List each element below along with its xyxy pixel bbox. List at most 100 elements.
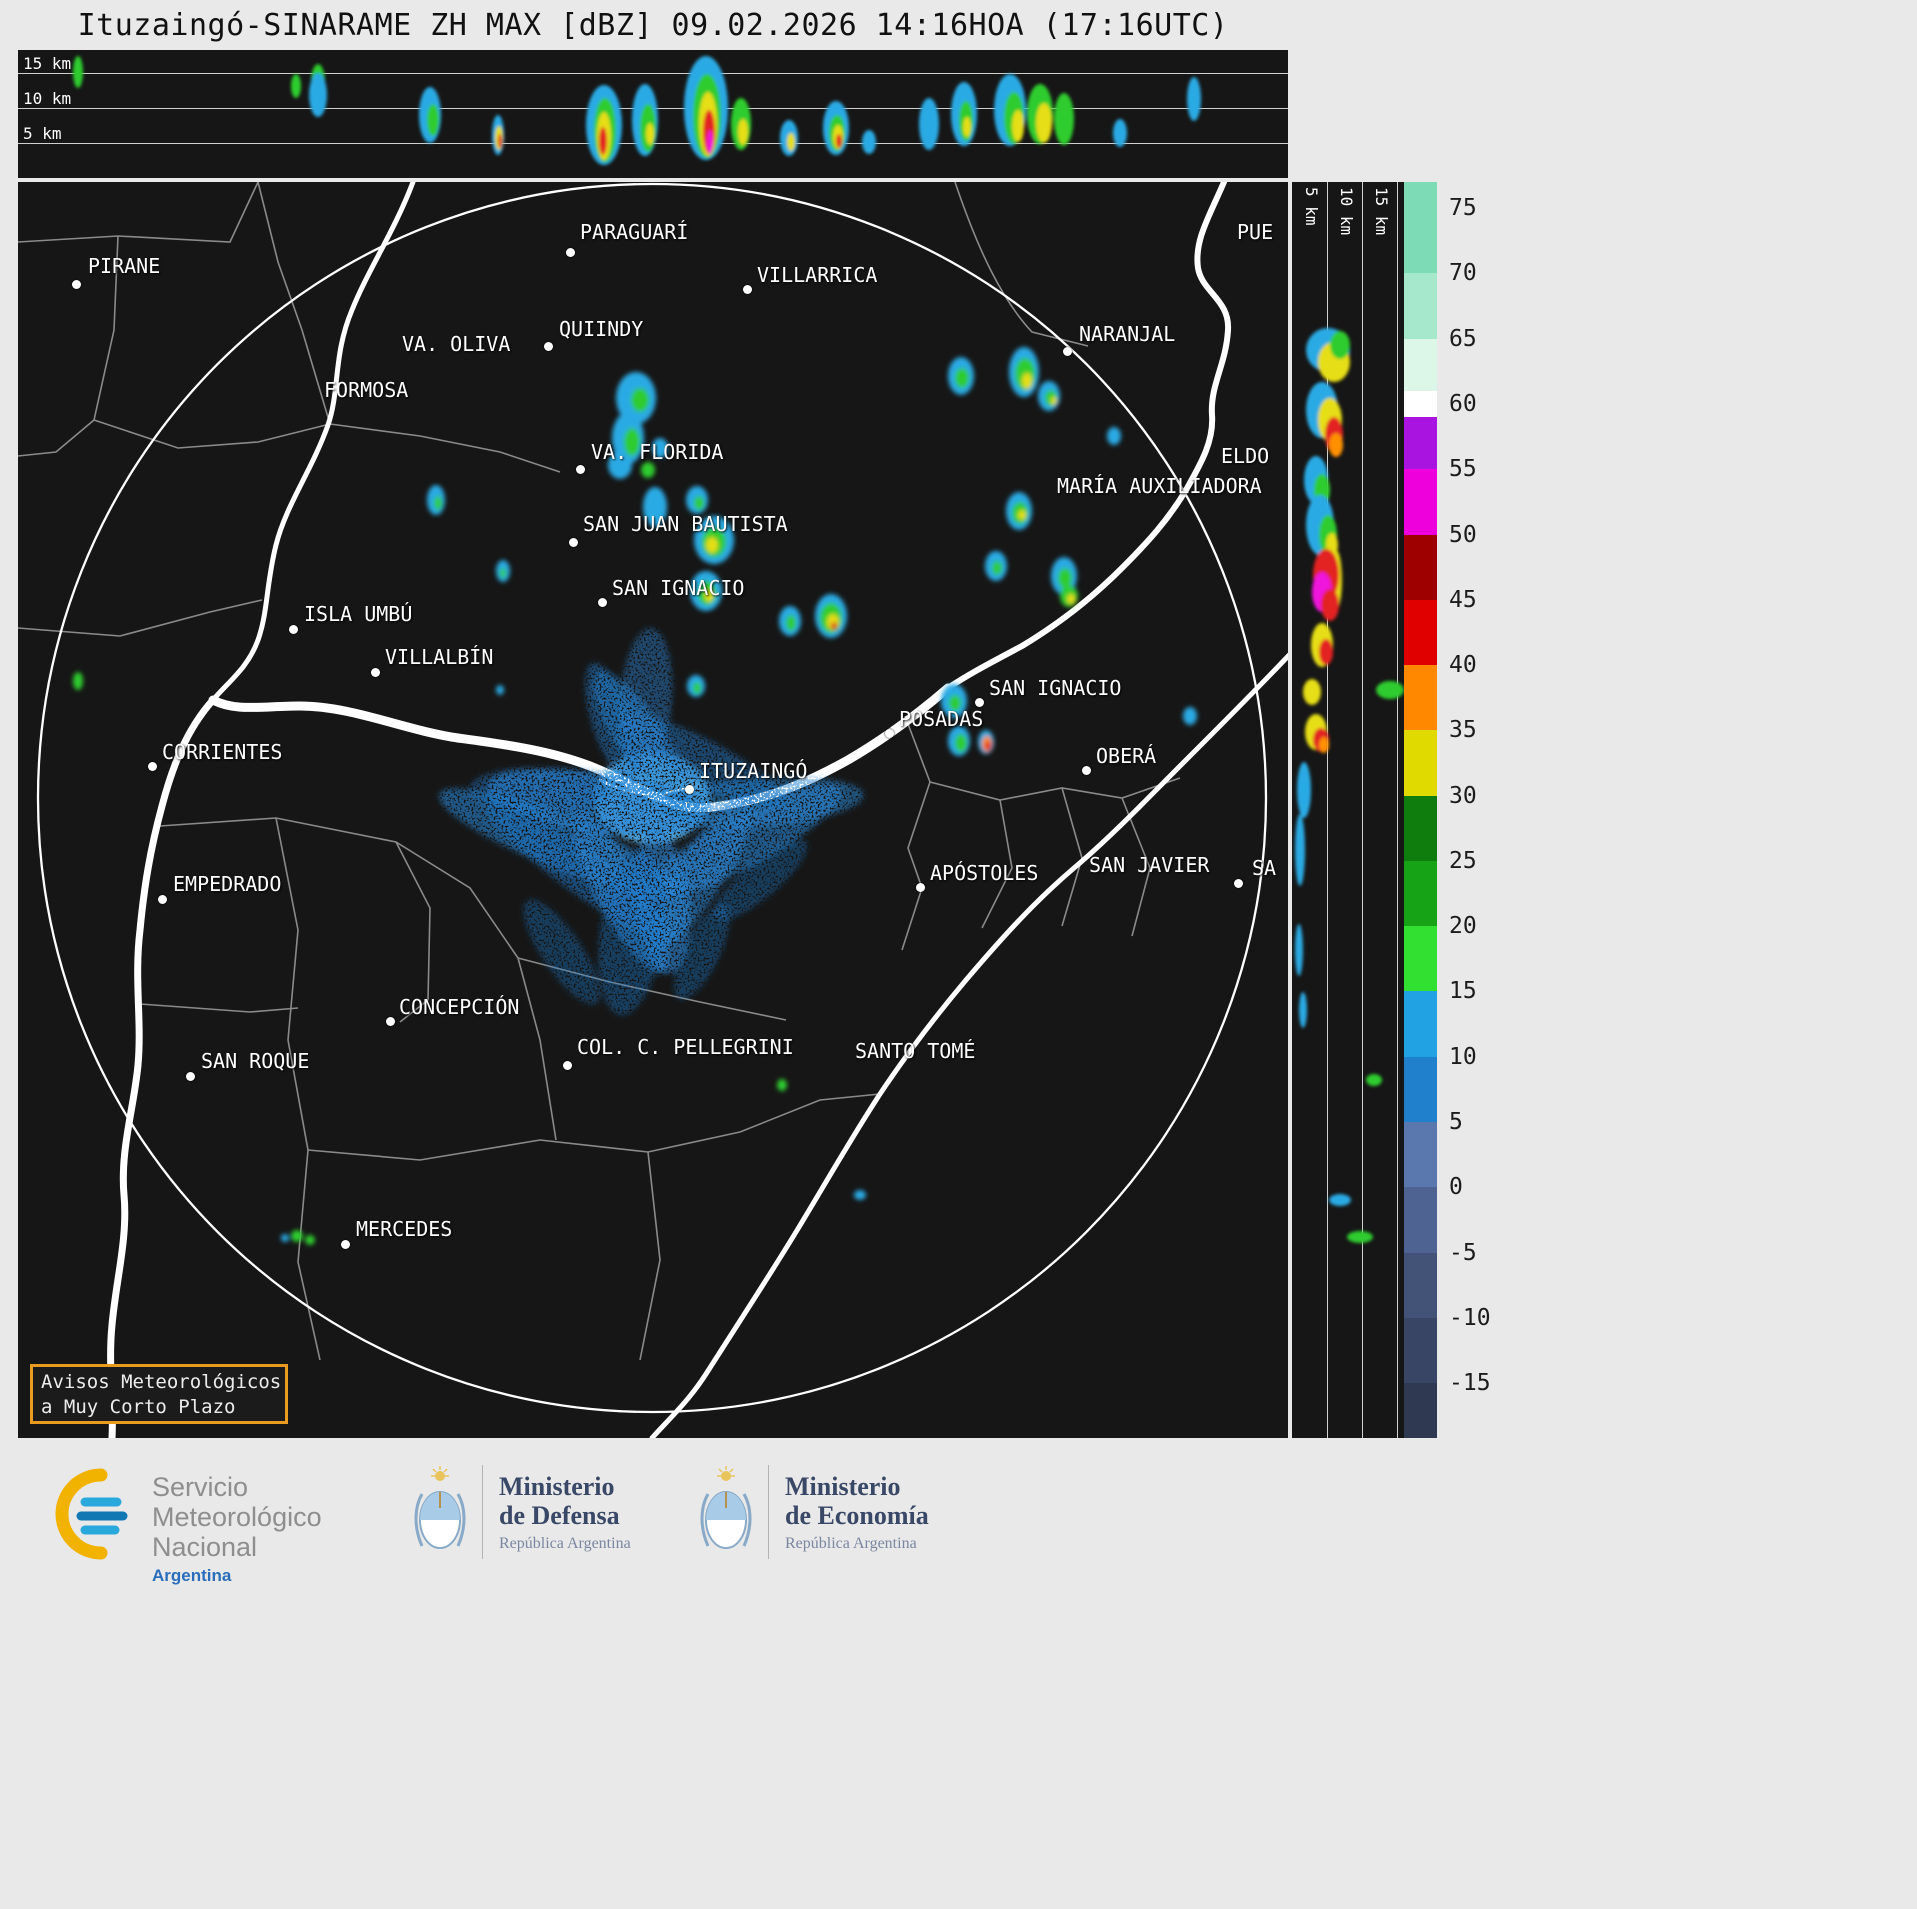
defensa-line-3: República Argentina xyxy=(499,1534,631,1552)
colorbar-segment xyxy=(1404,991,1437,1058)
radar-echo xyxy=(955,734,967,752)
clutter-streak xyxy=(523,899,601,1005)
radar-echo xyxy=(281,1234,289,1242)
city-dot xyxy=(563,1061,572,1070)
city-dot xyxy=(341,1240,350,1249)
radar-echo xyxy=(291,74,301,98)
city-dot xyxy=(1082,766,1091,775)
radar-echo xyxy=(1051,397,1057,405)
city-dot xyxy=(1234,879,1243,888)
colorbar-tick: 20 xyxy=(1449,913,1477,940)
smn-wordmark: Servicio Meteorológico Nacional Argentin… xyxy=(152,1472,322,1586)
gridline-15km xyxy=(18,73,1288,74)
city-label: PUE xyxy=(1237,220,1274,244)
border-line xyxy=(929,777,1181,801)
radar-echo xyxy=(652,438,668,458)
colorbar-tick: 50 xyxy=(1449,521,1477,548)
radar-echo xyxy=(1295,814,1305,886)
radar-echo xyxy=(599,127,607,155)
divider xyxy=(768,1465,769,1559)
radar-echo xyxy=(309,73,327,117)
alert-line-2: a Muy Corto Plazo xyxy=(41,1396,236,1418)
top-cross-section-panel: 15 km 10 km 5 km xyxy=(18,50,1288,178)
colorbar-tick: -10 xyxy=(1449,1304,1491,1331)
colorbar-segment xyxy=(1404,534,1437,601)
city-label: ISLA UMBÚ xyxy=(304,602,413,626)
economia-line-1: Ministerio xyxy=(785,1471,901,1501)
city-label: SAN IGNACIO xyxy=(612,576,745,600)
city-label: SAN IGNACIO xyxy=(989,676,1122,700)
argentina-crest-icon xyxy=(414,1466,466,1549)
border-line xyxy=(18,182,259,243)
city-dot xyxy=(289,625,298,634)
colorbar-segment xyxy=(1404,338,1437,392)
height-label-10km: 10 km xyxy=(23,89,72,108)
city-label: PIRANE xyxy=(88,254,161,278)
city-label: CONCEPCIÓN xyxy=(399,995,520,1019)
city-label: VA. OLIVA xyxy=(402,332,511,356)
ministry-economia-logo: Ministerio de Economía República Argenti… xyxy=(698,1464,929,1560)
colorbar-tick: 40 xyxy=(1449,652,1477,679)
defensa-line-2: de Defensa xyxy=(499,1500,620,1530)
right-cross-section-echoes xyxy=(1295,328,1404,1243)
radar-echo xyxy=(1329,433,1343,457)
border-line xyxy=(329,423,561,473)
radar-echo xyxy=(291,1230,303,1242)
colorbar-tick: 10 xyxy=(1449,1043,1477,1070)
height-label-15km-v: 15 km xyxy=(1372,187,1391,236)
radar-echo xyxy=(919,98,939,150)
height-label-5km-v: 5 km xyxy=(1302,187,1321,226)
city-label: ITUZAINGÓ xyxy=(699,759,808,783)
colorbar-segment xyxy=(1404,1383,1437,1438)
city-label: SAN JAVIER xyxy=(1089,853,1210,877)
radar-echo xyxy=(1018,510,1026,520)
height-label-15km: 15 km xyxy=(23,54,72,73)
city-label: SAN ROQUE xyxy=(201,1049,310,1073)
storm-cells xyxy=(73,347,1197,1245)
border-line xyxy=(901,715,931,951)
radar-echo xyxy=(738,119,748,145)
colorbar-tick: 65 xyxy=(1449,325,1477,352)
radar-echo xyxy=(73,56,83,88)
river xyxy=(107,696,217,1438)
economia-line-2: de Economía xyxy=(785,1500,929,1530)
city-label: COL. C. PELLEGRINI xyxy=(577,1035,794,1059)
argentina-crest-icon xyxy=(700,1466,752,1549)
alert-badge[interactable]: Avisos Meteorológicos a Muy Corto Plazo xyxy=(30,1364,288,1424)
colorbar-segment xyxy=(1404,1187,1437,1254)
city-label: MERCEDES xyxy=(356,1217,453,1241)
radar-echo xyxy=(955,368,969,388)
colorbar-tick: -15 xyxy=(1449,1370,1491,1397)
radar-echo xyxy=(787,133,795,151)
city-dot xyxy=(576,465,585,474)
ground-clutter xyxy=(438,628,864,1016)
economia-line-3: República Argentina xyxy=(785,1534,917,1552)
defensa-line-1: Ministerio xyxy=(499,1471,615,1501)
city-dot xyxy=(598,598,607,607)
gridline-15km-v xyxy=(1397,182,1398,1438)
radar-echo xyxy=(706,537,718,553)
province-borders xyxy=(18,182,1181,1361)
colorbar-segment xyxy=(1404,795,1437,862)
dbz-colorbar xyxy=(1404,182,1437,1438)
border-line xyxy=(1061,787,1083,927)
colorbar-tick: -5 xyxy=(1449,1239,1477,1266)
radar-echo xyxy=(1303,679,1321,705)
radar-echo xyxy=(949,695,961,711)
radar-echo xyxy=(786,615,796,631)
city-dot xyxy=(544,342,553,351)
colorbar-segment xyxy=(1404,182,1437,275)
colorbar-segment xyxy=(1404,730,1437,797)
city-label: ELDO xyxy=(1221,444,1270,468)
city-label: SANTO TOMÉ xyxy=(855,1039,976,1063)
city-label: OBERÁ xyxy=(1096,744,1157,768)
right-cross-section-panel: 5 km 10 km 15 km xyxy=(1292,182,1404,1438)
radar-echo xyxy=(631,388,649,412)
city-dot xyxy=(916,883,925,892)
height-label-10km-v: 10 km xyxy=(1337,187,1356,236)
divider xyxy=(482,1465,483,1559)
city-dot xyxy=(158,895,167,904)
radar-echo xyxy=(777,1079,787,1091)
smn-logo-icon xyxy=(55,1468,128,1560)
radar-echo xyxy=(1321,589,1339,621)
